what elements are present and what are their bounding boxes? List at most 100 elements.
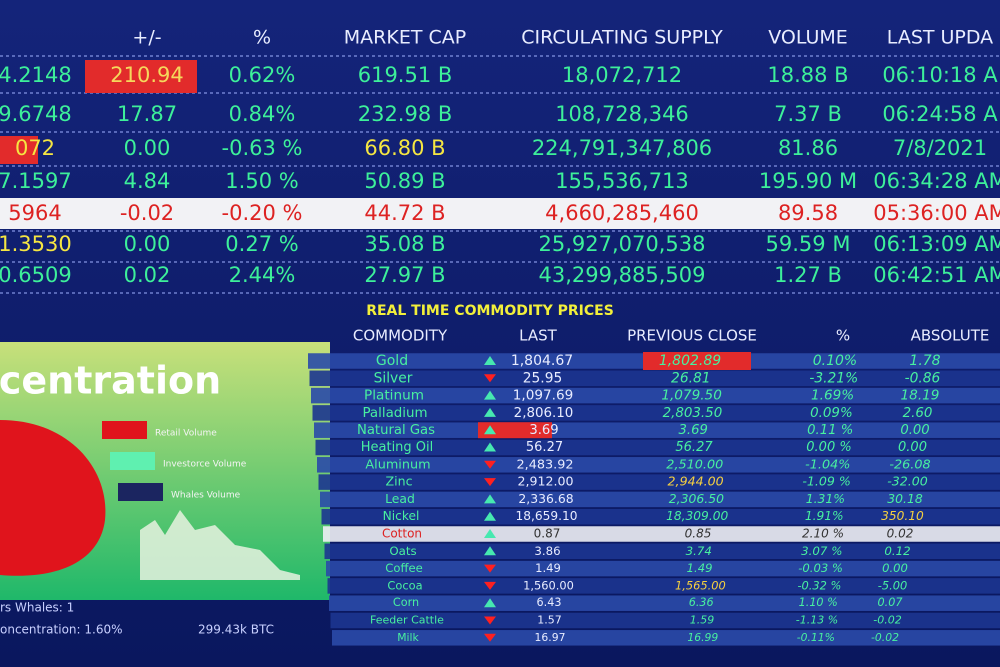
absolute-change: 30.18 [887,491,923,506]
row-band [309,370,1000,387]
row-band [332,630,1000,646]
commodity-name: Cotton [382,527,422,541]
market-cell: 0.6509 [0,263,72,287]
previous-close: 2,306.50 [669,491,724,506]
previous-close: 18,309.00 [666,509,728,523]
market-cell: 5964 [8,201,61,225]
arrow-up [484,390,496,400]
market-cell: 224,791,347,806 [532,136,712,160]
column-header: +/- [132,27,161,49]
commodity-name: Natural Gas [357,423,435,438]
absolute-change: -32.00 [887,474,928,489]
commodity-name: Heating Oil [361,440,434,455]
area-sparkline [140,510,300,580]
previous-close: 26.81 [671,370,711,386]
market-cell: 195.90 M [759,169,857,193]
commodity-name: Zinc [385,474,412,489]
commodity-name: Palladium [362,406,427,421]
arrow-down [484,374,496,383]
arrow-down [484,478,496,487]
market-cell: 7.37 B [774,102,842,126]
market-cell: 619.51 B [358,63,453,87]
last-price: 2,912.00 [517,474,573,489]
commodity-name: Aluminum [365,457,430,472]
last-price: 2,806.10 [514,406,574,421]
previous-close: 6.36 [689,596,714,609]
commodity-name: Platinum [364,388,424,404]
percent-change: -0.11% [797,631,835,644]
absolute-change: 0.00 [898,440,927,455]
last-price: 56.27 [526,440,563,455]
absolute-change: 0.12 [884,544,910,558]
market-cell: 0.62% [229,63,296,87]
market-cell: 50.89 B [364,169,445,193]
previous-close: 1,079.50 [661,388,722,404]
absolute-change: 0.02 [887,527,914,541]
previous-close: 2,944.00 [668,474,724,489]
last-price: 1.57 [537,614,562,627]
market-cell: 06:42:51 AM [873,263,1000,287]
market-cell: 05:36:00 AM [873,201,1000,225]
last-price: 18,659.10 [515,509,577,523]
absolute-change: 1.78 [909,353,940,369]
market-cell: 43,299,885,509 [539,263,706,287]
previous-close: 1.49 [687,561,713,575]
arrow-up [484,546,496,556]
column-header: LAST [519,327,557,345]
arrow-up [484,356,496,365]
percent-change: 1.91% [805,509,844,523]
column-header: LAST UPDA [887,27,993,49]
legend-label: Investorce Volume [163,460,247,470]
percent-change: 0.00 % [806,440,851,455]
panel-footer: 299.43k BTC [198,623,274,637]
market-cell: 27.97 B [364,263,445,287]
market-cell: -0.20 % [222,201,303,225]
absolute-change: -26.08 [889,457,930,472]
row-band [329,595,1000,611]
commodity-name: Feeder Cattle [370,614,444,627]
absolute-change: 0.00 [900,423,929,438]
market-cell: 4,660,285,460 [545,201,699,225]
arrow-down [484,633,496,642]
last-price: 1,560.00 [523,578,574,592]
market-cell: 0.84% [229,102,296,126]
absolute-change: 18.19 [901,388,940,404]
absolute-change: -0.02 [871,631,899,644]
market-cell: 18,072,712 [562,63,682,87]
percent-change: -0.03 % [798,561,843,575]
arrow-down [484,616,496,625]
highlight-row [0,198,1000,229]
arrow-up [484,494,496,504]
previous-close: 2,803.50 [663,406,723,421]
market-cell: 17.87 [117,102,177,126]
last-price: 16.97 [535,631,566,644]
percent-change: 3.07 % [801,544,842,558]
commodity-name: Oats [389,544,416,558]
market-cell: 89.58 [778,201,838,225]
arrow-down [484,460,496,469]
last-price: 2,336.68 [518,491,573,506]
last-price: 25.95 [523,370,563,386]
previous-close: 1,802.89 [659,353,721,369]
last-price: 6.43 [537,596,562,609]
cell-highlight [85,60,197,93]
column-header: MARKET CAP [344,27,466,49]
last-price: 1,097.69 [513,388,574,404]
market-cell: 9.6748 [0,102,72,126]
percent-change: -1.09 % [802,474,851,489]
market-cell: 0.27 % [225,232,298,256]
market-cell: 232.98 B [358,102,453,126]
commodity-name: Silver [374,370,413,386]
market-cell: 0.00 [124,136,171,160]
panel-title: centration [0,359,221,403]
percent-change: -1.04% [805,457,850,472]
absolute-change: 350.10 [881,509,924,523]
previous-close: 3.69 [679,423,708,438]
market-cell: 66.80 B [364,136,445,160]
absolute-change: 0.00 [882,561,908,575]
legend-label: Retail Volume [155,429,217,439]
market-cell: 108,728,346 [555,102,689,126]
commodity-name: Corn [393,596,419,609]
previous-close: 1,565.00 [675,578,726,592]
